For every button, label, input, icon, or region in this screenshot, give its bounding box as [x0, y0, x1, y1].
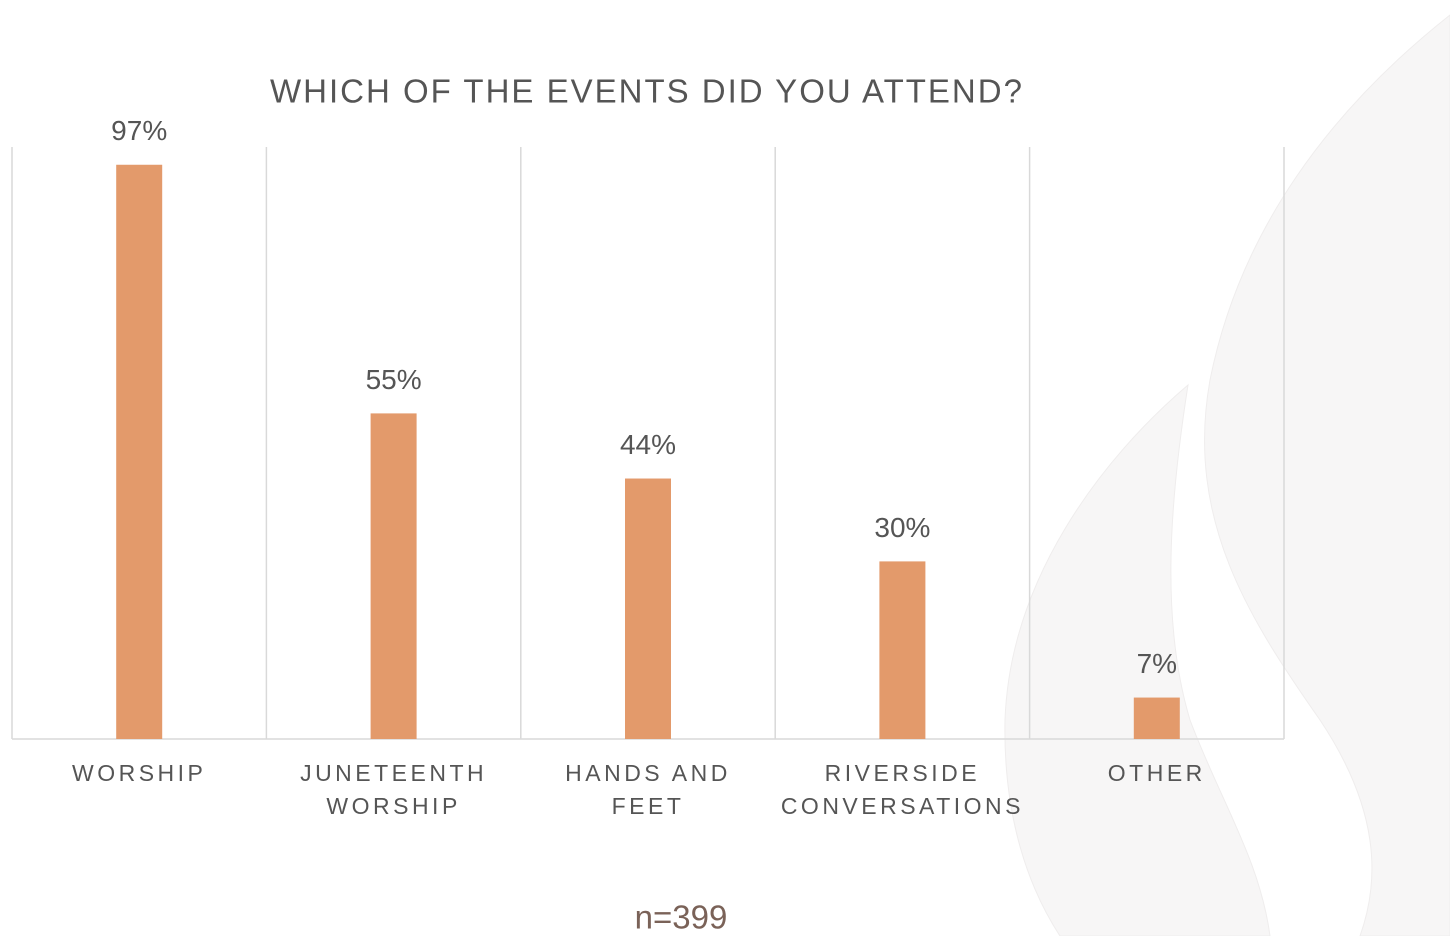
x-tick-label: JUNETEENTH WORSHIP: [300, 760, 488, 819]
x-tick-label: WORSHIP: [71, 760, 207, 786]
sample-size-note: n=399: [635, 899, 728, 936]
bar: [625, 478, 671, 739]
x-tick-label-box: JUNETEENTH WORSHIP: [286, 757, 501, 823]
bar: [370, 413, 417, 739]
background-flame: [1004, 14, 1450, 936]
x-tick-label-box: OTHER: [1049, 757, 1264, 790]
x-tick-label-box: HANDS AND FEET: [541, 757, 756, 823]
x-tick-label-box: WORSHIP: [32, 757, 247, 790]
x-tick-label: RIVERSIDE CONVERSATIONS: [780, 760, 1024, 819]
x-tick-label: OTHER: [1107, 760, 1206, 786]
x-tick-label: HANDS AND FEET: [565, 760, 731, 819]
value-label: 7%: [1137, 648, 1177, 679]
value-label: 44%: [620, 429, 676, 460]
value-label: 55%: [366, 364, 422, 395]
x-tick-label-box: RIVERSIDE CONVERSATIONS: [781, 757, 1021, 823]
bar: [1133, 697, 1180, 739]
value-label: 30%: [874, 512, 930, 543]
bar: [116, 164, 163, 739]
value-label: 97%: [111, 115, 167, 146]
chart-title: WHICH OF THE EVENTS DID YOU ATTEND?: [270, 73, 1024, 110]
bar: [879, 561, 926, 739]
